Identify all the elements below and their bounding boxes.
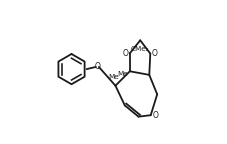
Text: O: O [151, 49, 157, 58]
Text: O: O [94, 62, 100, 71]
Text: O: O [152, 111, 158, 120]
Text: Me: Me [108, 74, 119, 80]
Text: O: O [122, 49, 128, 58]
Text: Me: Me [116, 71, 127, 77]
Text: CMe₂: CMe₂ [130, 46, 149, 52]
